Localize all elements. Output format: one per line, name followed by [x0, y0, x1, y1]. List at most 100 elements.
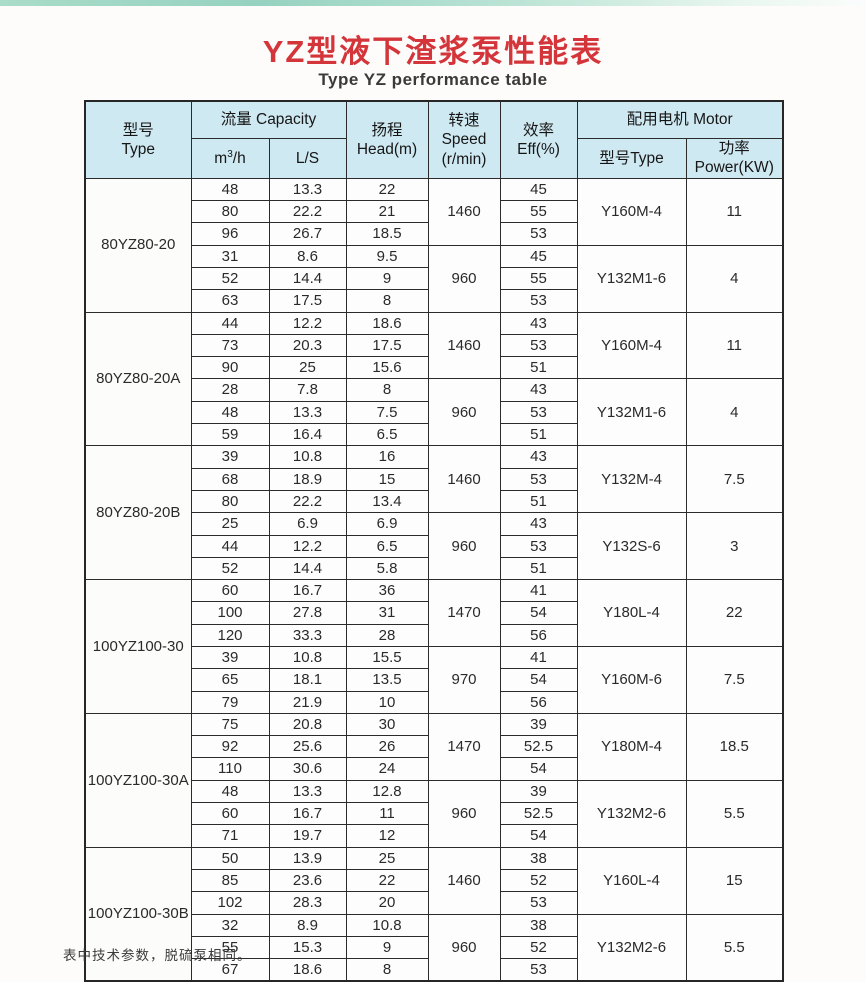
cell-capacity-m3h: 28 [190, 378, 270, 402]
cell-motor-type: Y132M1-6 [576, 244, 687, 313]
cell-capacity-m3h: 48 [190, 779, 270, 804]
header-model-zh: 型号 [122, 121, 154, 139]
table-row: 92 25.6 26 52.5 [85, 735, 783, 759]
cell-motor-power: 3 [685, 512, 784, 581]
cell-head: 12 [345, 824, 429, 848]
cell-capacity-ls: 25.6 [268, 735, 347, 759]
cell-speed: 1470 [427, 579, 501, 647]
cell-capacity-ls: 13.9 [268, 846, 347, 870]
cell-head: 30 [345, 712, 429, 737]
cell-capacity-m3h: 110 [190, 757, 270, 781]
cell-capacity-m3h: 63 [190, 289, 270, 313]
cell-eff: 43 [499, 445, 578, 469]
cell-head: 18.5 [345, 222, 429, 246]
cell-motor-power: 5.5 [685, 779, 784, 848]
cell-capacity-ls: 8.9 [268, 913, 347, 937]
cell-capacity-ls: 20.8 [268, 712, 347, 737]
cell-head: 22 [345, 868, 429, 893]
cell-motor-power: 4 [685, 244, 784, 313]
cell-motor-power: 18.5 [685, 712, 784, 781]
cell-eff: 43 [499, 311, 578, 335]
cell-capacity-ls: 18.6 [268, 958, 347, 982]
footnote: 表中技术参数，脱硫泵相同。 [63, 948, 252, 963]
cell-capacity-ls: 13.3 [268, 400, 347, 425]
cell-motor-type: Y180M-4 [576, 712, 687, 781]
cell-head: 13.4 [345, 489, 429, 514]
table-row: 96 26.7 18.5 53 [85, 222, 783, 246]
page-title: YZ型液下渣浆泵性能表 [262, 34, 604, 69]
cell-eff: 41 [499, 645, 578, 670]
cell-head: 10 [345, 690, 429, 714]
cell-eff: 38 [499, 913, 578, 937]
cell-head: 8 [345, 958, 429, 982]
table-row: 80YZ80-20 48 13.3 22 1460 45 Y160M-4 11 [84, 177, 784, 313]
cell-capacity-m3h: 31 [190, 244, 270, 268]
cell-motor-power: 5.5 [685, 913, 784, 982]
cell-capacity-ls: 23.6 [268, 868, 347, 893]
cell-speed: 1460 [427, 846, 501, 915]
cell-capacity-m3h: 80 [190, 200, 270, 224]
header-eff: 效率 Eff(%) [499, 100, 578, 179]
cell-eff: 51 [499, 356, 578, 380]
performance-table: 型号 Type 流量 Capacity 扬程 Head(m) 转速 Speed … [84, 100, 784, 982]
cell-motor-type: Y132M-4 [576, 445, 687, 514]
cell-capacity-ls: 8.6 [268, 244, 347, 268]
cell-capacity-ls: 14.4 [268, 266, 347, 291]
cell-eff: 53 [499, 289, 578, 313]
table-row: 79 21.9 10 56 [85, 690, 783, 714]
header-speed-en: Speed [441, 131, 487, 149]
table-row: 100YZ100-30 60 16.7 36 1470 41 Y180L-4 22 [84, 579, 784, 714]
table-row: 100 27.8 31 54 [85, 601, 783, 625]
cell-capacity-ls: 16.7 [268, 579, 347, 603]
cell-speed: 960 [427, 779, 501, 848]
table-row: 85 23.6 22 52 [85, 868, 783, 893]
cell-eff: 53 [499, 958, 578, 982]
cell-eff: 53 [499, 891, 578, 915]
cell-eff: 54 [499, 668, 578, 692]
cell-capacity-ls: 30.6 [268, 757, 347, 781]
cell-eff: 52.5 [499, 802, 578, 826]
header-motor: 配用电机 Motor [576, 100, 784, 139]
cell-eff: 39 [499, 712, 578, 737]
table-row: 100YZ100-30A 75 20.8 30 1470 39 Y180M-4 18.5 [84, 712, 784, 848]
table-row: 65 18.1 13.5 54 [85, 668, 783, 692]
cell-capacity-m3h: 39 [190, 445, 270, 469]
cell-capacity-m3h: 44 [190, 534, 270, 558]
table-row: 44 12.2 6.5 53 [85, 534, 783, 558]
header-speed: 转速 Speed (r/min) [427, 100, 501, 179]
cell-capacity-ls: 16.4 [268, 423, 347, 447]
cell-capacity-ls: 14.4 [268, 556, 347, 581]
table-row: 59 16.4 6.5 51 [85, 423, 783, 447]
cell-eff: 51 [499, 489, 578, 514]
table-row: 60 16.7 11 52.5 [85, 802, 783, 826]
table-row: 68 18.9 15 53 [85, 467, 783, 491]
header-model: 型号 Type [84, 100, 192, 179]
cell-eff: 53 [499, 222, 578, 246]
cell-speed: 1470 [427, 712, 501, 781]
header-motor-power: 功率Power(KW) [685, 138, 784, 179]
cell-motor-power: 4 [685, 378, 784, 447]
cell-motor-type: Y160M-6 [576, 645, 687, 714]
table-row: 100YZ100-30B 50 13.9 25 1460 38 Y160L-4 15 [84, 846, 784, 982]
cell-model: 100YZ100-30A [84, 712, 192, 848]
cell-capacity-ls: 19.7 [268, 824, 347, 848]
cell-capacity-ls: 10.8 [268, 645, 347, 670]
header-model-en: Type [121, 140, 156, 158]
table-row: 48 13.3 12.8 960 39 Y132M2-6 5.5 [85, 779, 784, 848]
cell-head: 9 [345, 935, 429, 960]
cell-eff: 43 [499, 378, 578, 402]
cell-capacity-ls: 33.3 [268, 623, 347, 647]
cell-speed: 1460 [427, 311, 501, 380]
cell-capacity-ls: 15.3 [268, 935, 347, 960]
table-row: 73 20.3 17.5 53 [85, 333, 783, 358]
table-row: 80YZ80-20B 39 10.8 16 1460 43 Y132M-4 7.5 [84, 445, 784, 581]
cell-motor-type: Y132M1-6 [576, 378, 687, 447]
cell-head: 6.5 [345, 534, 429, 558]
cell-capacity-ls: 27.8 [268, 601, 347, 625]
table-row: 80YZ80-20A 44 12.2 18.6 1460 43 Y160M-4 11 [84, 311, 784, 447]
cell-head: 16 [345, 445, 429, 469]
cell-capacity-m3h: 60 [190, 579, 270, 603]
cell-eff: 38 [499, 846, 578, 870]
cell-capacity-ls: 26.7 [268, 222, 347, 246]
cell-capacity-m3h: 90 [190, 356, 270, 380]
